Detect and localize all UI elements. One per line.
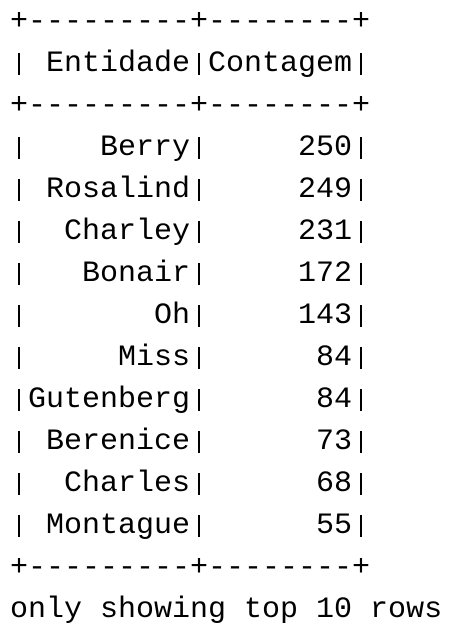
table-body: Berry 250 Rosalind 249 Charley 231 Bonair 172 Oh… bbox=[10, 127, 462, 547]
column-header: Contagem bbox=[208, 47, 353, 81]
pipe bbox=[190, 337, 208, 379]
pipe bbox=[190, 379, 208, 421]
pipe bbox=[352, 463, 370, 505]
header-row: Entidade Contagem bbox=[10, 43, 462, 85]
table-row: Charley 231 bbox=[10, 211, 462, 253]
count-cell: 172 bbox=[298, 257, 353, 291]
count-cell: 143 bbox=[298, 299, 353, 333]
pipe bbox=[190, 127, 208, 169]
pipe bbox=[352, 169, 370, 211]
entity-cell: Charley bbox=[63, 215, 191, 249]
entity-cell: Bonair bbox=[81, 257, 191, 291]
entity-cell: Montague bbox=[45, 509, 191, 543]
table-row: Berenice 73 bbox=[10, 421, 462, 463]
table-row: Oh 143 bbox=[10, 295, 462, 337]
pipe bbox=[10, 295, 28, 337]
entity-cell: Miss bbox=[118, 341, 191, 375]
count-cell: 84 bbox=[316, 383, 353, 417]
entity-cell: Berry bbox=[100, 131, 191, 165]
table-row: Bonair 172 bbox=[10, 253, 462, 295]
pipe bbox=[190, 169, 208, 211]
table-row: Montague 55 bbox=[10, 505, 462, 547]
footer: only showing top 10 rows bbox=[10, 593, 443, 627]
pipe bbox=[352, 505, 370, 547]
pipe bbox=[10, 463, 28, 505]
pipe bbox=[10, 127, 28, 169]
pipe bbox=[10, 253, 28, 295]
count-cell: 249 bbox=[298, 173, 353, 207]
separator: +---------+--------+ bbox=[10, 89, 371, 123]
pipe bbox=[352, 379, 370, 421]
table-row: Berry 250 bbox=[10, 127, 462, 169]
pipe bbox=[10, 43, 28, 85]
pipe bbox=[190, 253, 208, 295]
pipe bbox=[352, 295, 370, 337]
pipe bbox=[352, 421, 370, 463]
pipe bbox=[10, 379, 28, 421]
pipe bbox=[10, 421, 28, 463]
pipe bbox=[190, 463, 208, 505]
count-cell: 55 bbox=[316, 509, 353, 543]
table-row: Charles 68 bbox=[10, 463, 462, 505]
pipe bbox=[10, 505, 28, 547]
separator: +---------+--------+ bbox=[10, 551, 371, 585]
count-cell: 250 bbox=[298, 131, 353, 165]
entity-cell: Charles bbox=[63, 467, 191, 501]
pipe bbox=[352, 211, 370, 253]
table-row: Gutenberg 84 bbox=[10, 379, 462, 421]
pipe bbox=[10, 211, 28, 253]
pipe bbox=[10, 169, 28, 211]
pipe bbox=[190, 295, 208, 337]
entity-cell: Oh bbox=[154, 299, 191, 333]
pipe bbox=[352, 337, 370, 379]
pipe bbox=[352, 43, 370, 85]
count-cell: 84 bbox=[316, 341, 353, 375]
table-row: Miss 84 bbox=[10, 337, 462, 379]
pipe bbox=[190, 211, 208, 253]
pipe bbox=[190, 43, 208, 85]
entity-cell: Rosalind bbox=[45, 173, 191, 207]
separator: +---------+--------+ bbox=[10, 5, 371, 39]
count-cell: 73 bbox=[316, 425, 353, 459]
table-row: Rosalind 249 bbox=[10, 169, 462, 211]
pipe bbox=[352, 127, 370, 169]
pipe bbox=[10, 337, 28, 379]
column-header: Entidade bbox=[45, 47, 191, 81]
entity-cell: Gutenberg bbox=[28, 383, 191, 417]
count-cell: 231 bbox=[298, 215, 353, 249]
count-cell: 68 bbox=[316, 467, 353, 501]
pipe bbox=[190, 505, 208, 547]
pipe bbox=[352, 253, 370, 295]
pipe bbox=[190, 421, 208, 463]
entity-cell: Berenice bbox=[45, 425, 191, 459]
